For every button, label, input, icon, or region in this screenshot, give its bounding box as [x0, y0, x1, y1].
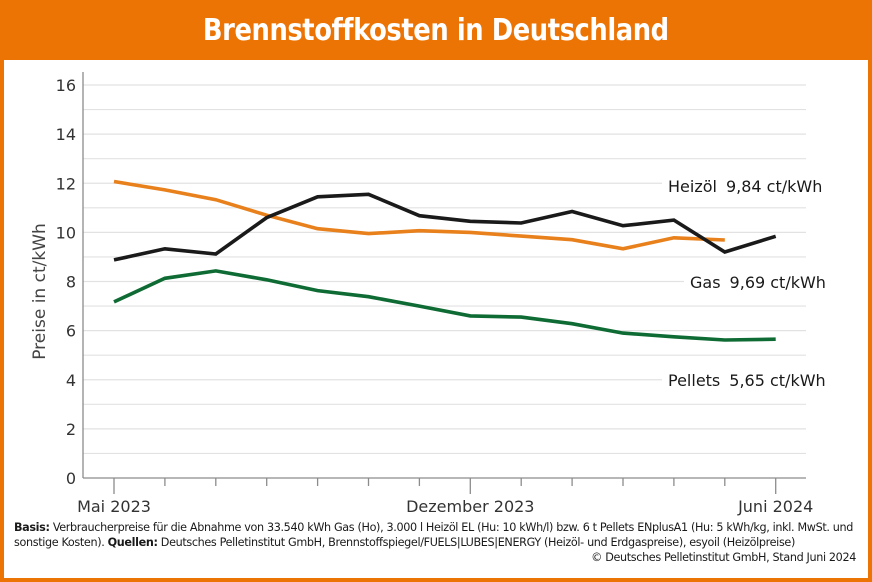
series-label-heizoel: Heizöl 9,84 ct/kWh	[668, 177, 822, 196]
x-axis-ticks: Mai 2023 Dezember 2023 Juni 2024	[77, 478, 813, 516]
series-line-pellets	[113, 269, 776, 342]
basis-text: Verbraucherpreise für die Abnahme von 33…	[14, 521, 854, 549]
y-tick-label: 16	[56, 76, 76, 95]
footer-notes: Basis: Verbraucherpreise für die Abnahme…	[14, 520, 856, 565]
x-tick-label: Mai 2023	[77, 497, 151, 516]
chart-title: Brennstoffkosten in Deutschland	[203, 12, 669, 48]
series-value: 9,69 ct/kWh	[730, 273, 826, 292]
series-lines	[113, 179, 777, 342]
series-value: 9,84 ct/kWh	[726, 177, 822, 196]
label-background	[662, 176, 827, 198]
y-tick-label: 12	[56, 174, 76, 193]
series-name: Pellets	[668, 371, 720, 390]
line-chart: 0 2 4 6 8 10 12 14 16 Mai 2023 Dezember 2023 Juni …	[30, 72, 830, 516]
y-tick-label: 4	[66, 371, 76, 390]
series-end-labels: Heizöl 9,84 ct/kWh Gas 9,69 ct/kWh Pellets 5,…	[662, 176, 830, 392]
header-banner: Brennstoffkosten in Deutschland	[0, 0, 872, 60]
series-label-gas: Gas 9,69 ct/kWh	[690, 273, 826, 292]
gridlines	[83, 84, 806, 455]
series-name: Gas	[690, 273, 721, 292]
y-tick-label: 10	[56, 223, 76, 242]
series-line-gas	[113, 179, 725, 251]
quellen-text: Deutsches Pelletinstitut GmbH, Brennstof…	[157, 536, 796, 549]
y-tick-label: 0	[66, 469, 76, 488]
series-value: 5,65 ct/kWh	[729, 371, 825, 390]
y-tick-label: 2	[66, 420, 76, 439]
series-line-heizoel	[113, 192, 777, 262]
y-tick-label: 6	[66, 322, 76, 341]
x-tick-label: Juni 2024	[737, 497, 813, 516]
y-tick-label: 14	[56, 125, 76, 144]
series-name: Heizöl	[668, 177, 717, 196]
copyright-notice: © Deutsches Pelletinstitut GmbH, Stand J…	[591, 551, 856, 564]
footer-basis: Basis: Verbraucherpreise für die Abnahme…	[14, 520, 856, 550]
series-label-pellets: Pellets 5,65 ct/kWh	[668, 371, 826, 390]
label-background	[684, 272, 830, 294]
y-axis-title: Preise in ct/kWh	[30, 223, 50, 360]
y-tick-label: 8	[66, 273, 76, 292]
quellen-label: Quellen:	[107, 536, 158, 549]
y-axis-ticks: 0 2 4 6 8 10 12 14 16	[56, 76, 76, 488]
label-background	[662, 370, 830, 392]
x-tick-label: Dezember 2023	[406, 497, 534, 516]
basis-label: Basis:	[14, 521, 50, 534]
